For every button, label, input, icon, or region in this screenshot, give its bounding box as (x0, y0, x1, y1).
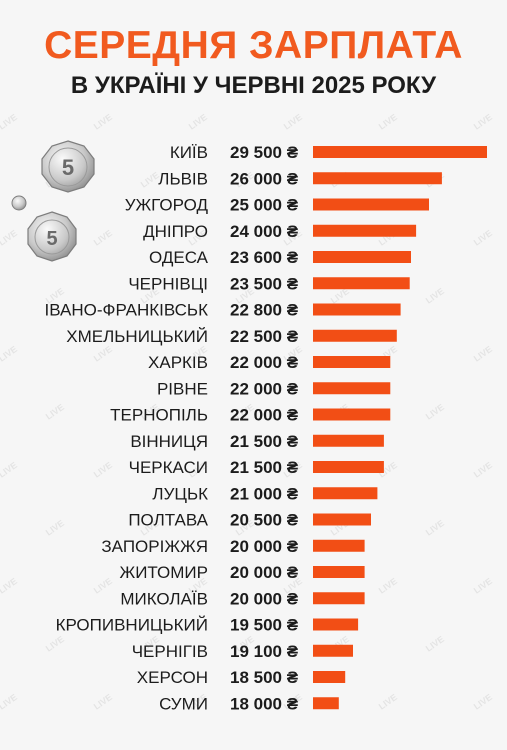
coin-icon: 5 (27, 211, 77, 262)
bar (313, 644, 353, 657)
category-label: ЧЕРНІГІВ (132, 642, 208, 661)
bar (313, 671, 346, 683)
bar (313, 224, 417, 237)
category-label: ХМЕЛЬНИЦЬКИЙ (66, 327, 208, 346)
value-label: 22 800 ₴ (230, 301, 299, 320)
value-label: 24 000 ₴ (230, 222, 299, 241)
salary-bar-chart: КИЇВ 29 500 ₴ ЛЬВІВ 26 000 ₴ УЖГОРОД 25 000 ₴… (45, 143, 487, 713)
category-label: ДНІПРО (143, 222, 208, 241)
bar (313, 329, 397, 342)
bar (313, 356, 391, 368)
category-label: ПОЛТАВА (128, 511, 208, 530)
value-label: 21 500 ₴ (230, 432, 299, 451)
bar (313, 566, 365, 578)
bar (313, 592, 365, 605)
bar (313, 697, 339, 710)
page-subtitle: В УКРАЇНІ У ЧЕРВНІ 2025 РОКУ (70, 72, 437, 99)
value-label: 29 500 ₴ (230, 143, 299, 162)
bar (313, 539, 365, 552)
category-label: ЖИТОМИР (120, 563, 208, 582)
bar (313, 487, 378, 500)
value-label: 20 500 ₴ (230, 511, 299, 530)
category-label: ІВАНО-ФРАНКІВСЬК (45, 301, 209, 320)
category-label: ЧЕРКАСИ (129, 458, 208, 477)
coin-icon: 5 (41, 140, 95, 193)
bar (313, 382, 391, 395)
category-label: ЛУЦЬК (152, 484, 208, 503)
category-label: КИЇВ (170, 143, 208, 162)
page-title: СЕРЕДНЯ ЗАРПЛАТА (44, 24, 463, 67)
bar (313, 618, 359, 631)
value-label: 18 000 ₴ (230, 694, 299, 713)
category-label: КРОПИВНИЦЬКИЙ (56, 616, 208, 635)
value-label: 23 500 ₴ (230, 274, 299, 293)
category-label: РІВНЕ (157, 379, 208, 398)
bar (313, 408, 391, 421)
bar (313, 277, 410, 290)
bar (313, 461, 384, 473)
value-label: 22 000 ₴ (230, 379, 299, 398)
bar (313, 172, 442, 185)
value-label: 19 500 ₴ (230, 616, 299, 635)
coin-value: 5 (46, 228, 57, 250)
bar (313, 146, 487, 158)
value-label: 20 000 ₴ (230, 589, 299, 608)
category-label: ЧЕРНІВЦІ (128, 274, 208, 293)
value-label: 22 500 ₴ (230, 327, 299, 346)
category-label: ЗАПОРІЖЖЯ (101, 537, 208, 556)
value-label: 18 500 ₴ (230, 668, 299, 687)
value-label: 20 000 ₴ (230, 537, 299, 556)
category-label: ХАРКІВ (148, 353, 208, 372)
bar (313, 303, 401, 316)
value-label: 21 500 ₴ (230, 458, 299, 477)
bar (313, 513, 371, 526)
category-label: ЛЬВІВ (158, 169, 208, 188)
bar (313, 198, 429, 211)
coin-value: 5 (62, 155, 74, 180)
category-label: УЖГОРОД (125, 196, 209, 215)
category-label: ВІННИЦЯ (130, 432, 208, 451)
value-label: 21 000 ₴ (230, 484, 299, 503)
value-label: 25 000 ₴ (230, 196, 299, 215)
value-label: 20 000 ₴ (230, 563, 299, 582)
value-label: 26 000 ₴ (230, 169, 299, 188)
small-coin-icon (11, 195, 27, 211)
category-label: СУМИ (159, 694, 208, 713)
value-label: 23 600 ₴ (230, 248, 299, 267)
category-label: ТЕРНОПІЛЬ (110, 406, 208, 425)
value-label: 22 000 ₴ (230, 353, 299, 372)
category-label: МИКОЛАЇВ (120, 589, 208, 608)
value-label: 22 000 ₴ (230, 406, 299, 425)
category-label: ОДЕСА (149, 248, 209, 267)
bar (313, 434, 384, 447)
bar (313, 251, 411, 263)
value-label: 19 100 ₴ (230, 642, 299, 661)
category-label: ХЕРСОН (137, 668, 208, 687)
